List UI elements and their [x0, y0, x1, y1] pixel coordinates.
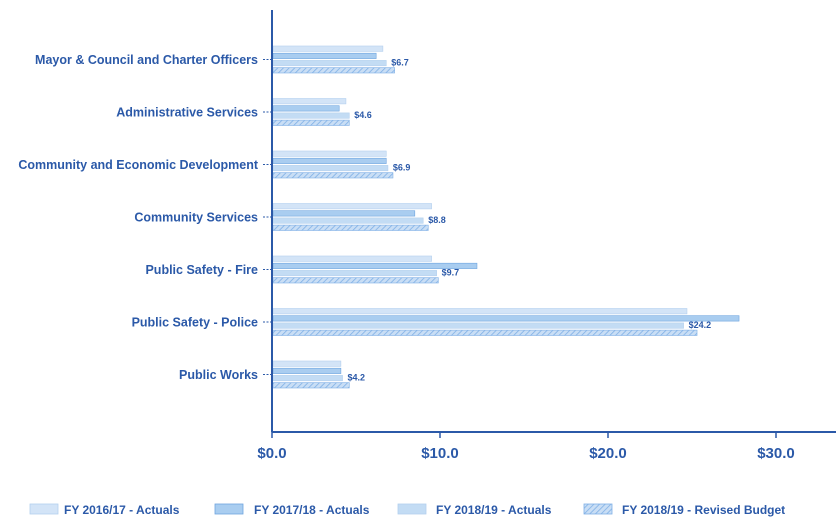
bar-5-2	[273, 323, 684, 328]
legend-swatch-1	[215, 504, 243, 514]
bar-0-1	[273, 53, 376, 58]
bars-group	[273, 46, 739, 388]
data-label-1: $4.6	[354, 110, 372, 120]
category-label-0: Mayor & Council and Charter Officers	[35, 53, 258, 67]
bar-3-3	[273, 225, 428, 230]
bar-0-3	[273, 68, 395, 73]
bar-6-0	[273, 361, 341, 366]
legend-label-1: FY 2017/18 - Actuals	[254, 503, 370, 517]
data-label-2: $6.9	[393, 162, 411, 172]
x-tick-label-1: $10.0	[421, 445, 459, 462]
legend-swatch-3	[584, 504, 612, 514]
legend-swatch-0	[30, 504, 58, 514]
legend-label-3: FY 2018/19 - Revised Budget	[622, 503, 785, 517]
x-tick-label-2: $20.0	[589, 445, 627, 462]
bar-4-0	[273, 256, 432, 261]
x-tick-labels: $0.0 $10.0 $20.0 $30.0	[257, 445, 794, 462]
bar-2-3	[273, 173, 393, 178]
data-label-4: $9.7	[442, 267, 460, 277]
legend-label-2: FY 2018/19 - Actuals	[436, 503, 552, 517]
bar-4-2	[273, 270, 437, 275]
category-label-6: Public Works	[179, 368, 258, 382]
category-labels: Mayor & Council and Charter Officers Admi…	[18, 53, 258, 382]
category-label-1: Administrative Services	[116, 106, 258, 120]
legend: FY 2016/17 - Actuals FY 2017/18 - Actuals…	[30, 503, 785, 517]
bar-1-0	[273, 99, 346, 104]
legend-swatch-2	[398, 504, 426, 514]
data-label-3: $8.8	[428, 215, 446, 225]
bar-2-2	[273, 165, 388, 170]
bar-4-3	[273, 278, 438, 283]
category-label-2: Community and Economic Development	[18, 158, 258, 172]
bar-5-0	[273, 309, 687, 314]
bar-1-3	[273, 120, 349, 125]
bar-1-1	[273, 106, 339, 111]
bar-3-0	[273, 204, 432, 209]
bar-2-0	[273, 151, 386, 156]
x-tick-label-3: $30.0	[757, 445, 795, 462]
data-label-5: $24.2	[689, 320, 712, 330]
bar-3-2	[273, 218, 423, 223]
bar-6-2	[273, 375, 343, 380]
bar-5-3	[273, 330, 697, 335]
bar-6-1	[273, 368, 341, 373]
bar-5-1	[273, 316, 739, 321]
x-tick-label-0: $0.0	[257, 445, 286, 462]
bar-3-1	[273, 211, 415, 216]
bar-0-2	[273, 60, 386, 65]
category-label-5: Public Safety - Police	[132, 316, 258, 330]
data-label-0: $6.7	[391, 57, 409, 67]
bar-0-0	[273, 46, 383, 51]
category-label-4: Public Safety - Fire	[145, 263, 258, 277]
bar-2-1	[273, 158, 386, 163]
category-label-3: Community Services	[134, 211, 258, 225]
bar-1-2	[273, 113, 349, 118]
legend-label-0: FY 2016/17 - Actuals	[64, 503, 180, 517]
data-label-6: $4.2	[348, 372, 366, 382]
bar-6-3	[273, 383, 349, 388]
